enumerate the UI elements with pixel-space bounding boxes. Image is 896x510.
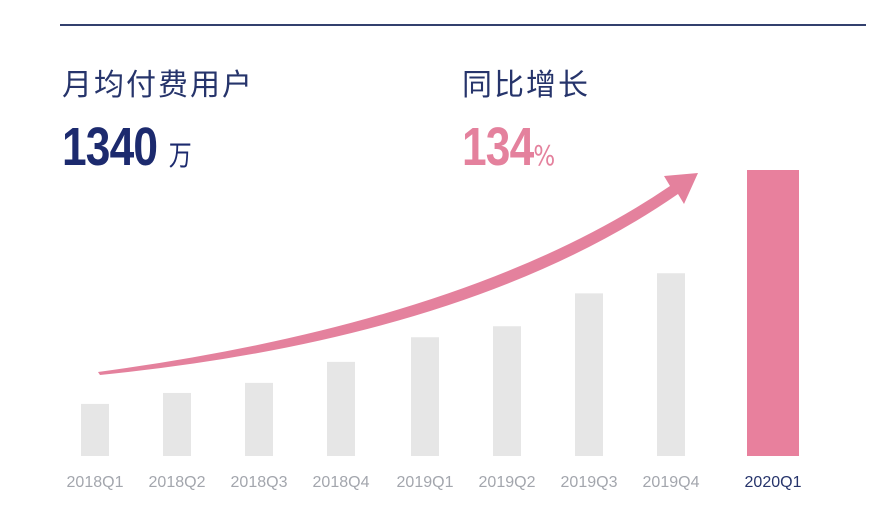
x-tick-label: 2019Q1	[397, 474, 454, 491]
x-tick-label: 2018Q2	[149, 474, 206, 491]
paying-users-label: 月均付费用户	[62, 68, 254, 103]
bar-2018Q3	[245, 382, 273, 456]
paying-users-value: 1340 万	[62, 116, 192, 178]
x-tick-label: 2020Q1	[745, 474, 802, 491]
x-tick-label: 2018Q3	[231, 474, 288, 491]
x-tick-label: 2018Q4	[313, 474, 370, 491]
bar-2019Q3	[575, 293, 603, 456]
top-divider	[60, 24, 866, 26]
paying-users-unit: 万	[168, 139, 192, 172]
x-tick-label: 2019Q4	[643, 474, 700, 491]
x-tick-label: 2019Q2	[479, 474, 536, 491]
x-tick-label: 2019Q3	[561, 474, 618, 491]
bar-2019Q4	[657, 273, 685, 456]
growth-trend-arrow	[98, 173, 698, 375]
bar-2019Q2	[493, 326, 521, 456]
bar-2018Q2	[163, 392, 191, 456]
x-tick-label: 2018Q1	[67, 474, 124, 491]
yoy-growth-label: 同比增长	[462, 68, 590, 103]
bar-2019Q1	[411, 337, 439, 456]
bar-2018Q1	[81, 403, 109, 456]
yoy-growth-number: 134	[462, 117, 534, 177]
yoy-growth-value: 134%	[462, 116, 555, 178]
paying-users-number: 1340	[62, 117, 158, 177]
yoy-growth-unit: %	[533, 139, 556, 172]
bar-2020Q1	[747, 170, 799, 456]
bar-2018Q4	[327, 361, 355, 456]
